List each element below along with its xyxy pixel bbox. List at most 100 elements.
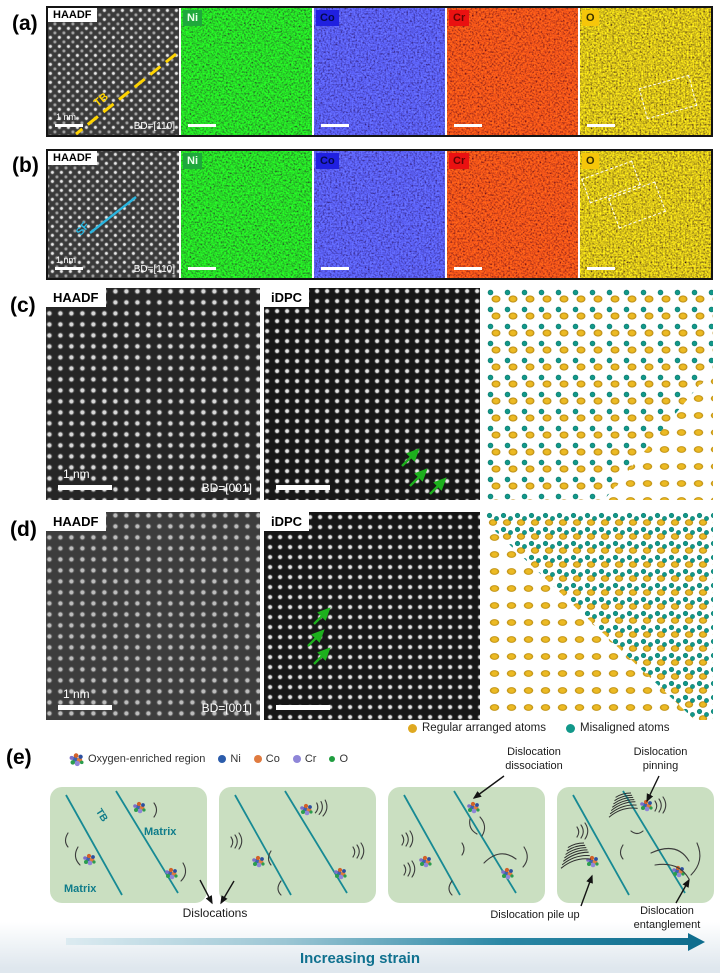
co-eds-map: [314, 151, 445, 278]
idpc-lattice-texture: [264, 288, 480, 500]
panel-label-a: (a): [12, 12, 38, 35]
scale-text: 1 nm: [63, 467, 90, 481]
scale-bar: [58, 485, 112, 490]
element-tag-o: O: [582, 10, 599, 26]
annotation-dislocations: Dislocations: [182, 906, 248, 920]
o-dot-icon: [329, 756, 336, 762]
legend-oxygen-cluster: Oxygen-enriched region: [66, 750, 205, 768]
scale-bar: [188, 124, 216, 127]
scale-bar: [188, 267, 216, 270]
legend-co-label: Co: [265, 753, 280, 765]
panel-c-haadf-image: HAADF 1 nm BD=[001]: [46, 288, 260, 500]
element-tag-cr: Cr: [449, 153, 470, 169]
misfit-arrows: [307, 607, 331, 665]
o-eds-map: [580, 8, 711, 135]
haadf-lattice-texture: [48, 8, 179, 135]
panel-a-map-co: Co: [314, 8, 445, 135]
strain-gradient-bar: [66, 938, 690, 945]
cr-dot-icon: [292, 755, 301, 763]
legend-ni-label: Ni: [230, 753, 241, 765]
panel-d-haadf-image: HAADF 1 nm BD=[001]: [46, 512, 260, 720]
panel-a-map-ni: Ni: [181, 8, 312, 135]
scale-bar: [321, 267, 349, 270]
strain-arrowhead: [688, 933, 705, 951]
dislocation-arcs: [64, 802, 187, 882]
cr-eds-map: [447, 151, 578, 278]
scale-bar: [587, 124, 615, 127]
schematic-legend: Oxygen-enriched region Ni Co Cr O: [66, 750, 348, 768]
idpc-tag: iDPC: [264, 512, 310, 531]
scale-bar: [454, 267, 482, 270]
co-dot-icon: [253, 755, 262, 763]
haadf-tag: HAADF: [48, 8, 97, 22]
legend-cluster-label: Oxygen-enriched region: [88, 753, 206, 765]
haadf-lattice-texture: [46, 288, 260, 500]
bottom-fade: [0, 922, 720, 973]
scale-bar: [58, 705, 112, 710]
annotation-dissociation: Dislocation dissociation: [505, 746, 563, 772]
legend-cr-label: Cr: [304, 753, 317, 765]
legend-misaligned-label: Misaligned atoms: [580, 722, 670, 734]
legend-ni: Ni: [218, 753, 241, 765]
scale-bar: [276, 485, 330, 490]
scale-text: 1 nm: [63, 687, 90, 701]
element-tag-co: Co: [316, 153, 339, 169]
legend-cr: Cr: [292, 753, 317, 765]
scale-text: 1 nm: [56, 112, 77, 122]
element-tag-co: Co: [316, 10, 339, 26]
beam-direction: BD=[110]: [133, 264, 175, 275]
idpc-tag: iDPC: [264, 288, 310, 307]
panel-b-map-cr: Cr: [447, 151, 578, 278]
scale-text: 1 nm: [56, 255, 77, 265]
twin-boundary-line: [75, 52, 177, 135]
legend-o: O: [329, 753, 348, 765]
element-tag-ni: Ni: [183, 10, 202, 26]
row-a-strip: HAADF TB 1 nm BD=[110] Ni Co Cr O: [46, 6, 713, 137]
ni-eds-map: [181, 151, 312, 278]
scale-bar: [276, 705, 330, 710]
element-tag-cr: Cr: [449, 10, 470, 26]
panel-label-d: (d): [10, 518, 37, 541]
annotation-entanglement: Dislocation entanglement: [633, 905, 701, 931]
gold-atom-icon: [408, 723, 417, 733]
atom-legend: Regular arranged atoms Misaligned atoms: [408, 722, 670, 734]
legend-o-label: O: [339, 753, 349, 765]
co-eds-map: [314, 8, 445, 135]
panel-d-idpc-image: iDPC: [264, 512, 480, 720]
legend-regular-atoms: Regular arranged atoms: [408, 722, 546, 734]
dissociation-arcs: [448, 816, 528, 896]
schematic-stage-1: TB Matrix Matrix: [50, 787, 207, 903]
haadf-tag: HAADF: [46, 288, 106, 307]
teal-atom-icon: [566, 723, 576, 733]
dislocation-arcs: [267, 850, 282, 896]
legend-misaligned-atoms: Misaligned atoms: [566, 722, 670, 734]
scale-bar: [55, 124, 83, 127]
panel-label-c: (c): [10, 294, 36, 317]
legend-co: Co: [253, 753, 280, 765]
panel-d-atomic-model: [486, 512, 713, 720]
scale-bar: [55, 267, 83, 270]
idpc-lattice-texture: [264, 512, 480, 720]
panel-b-haadf-image: HAADF SF 1 nm BD=[110]: [48, 151, 179, 278]
cr-eds-map: [447, 8, 578, 135]
strain-label: Increasing strain: [299, 950, 421, 967]
panel-b-map-co: Co: [314, 151, 445, 278]
panel-c-atomic-model: [486, 288, 713, 500]
annotation-pile-up: Dislocation pile up: [490, 909, 580, 921]
stacking-fault-line: [89, 196, 137, 234]
ni-dot-icon: [218, 755, 227, 763]
haadf-tag: HAADF: [46, 512, 106, 531]
panel-b-map-ni: Ni: [181, 151, 312, 278]
beam-direction: BD=[001]: [201, 481, 252, 495]
schematic-stage-3: [388, 787, 545, 903]
row-b-strip: HAADF SF 1 nm BD=[110] Ni Co Cr O: [46, 149, 713, 280]
panel-a-haadf-image: HAADF TB 1 nm BD=[110]: [48, 8, 179, 135]
oxygen-cluster-icon: [69, 753, 84, 767]
element-tag-ni: Ni: [183, 153, 202, 169]
ni-eds-map: [181, 8, 312, 135]
matrix-label-bottom: Matrix: [64, 883, 97, 895]
entanglement-curves: [619, 830, 701, 880]
beam-direction: BD=[110]: [133, 121, 175, 132]
haadf-lattice-texture: [46, 512, 260, 720]
